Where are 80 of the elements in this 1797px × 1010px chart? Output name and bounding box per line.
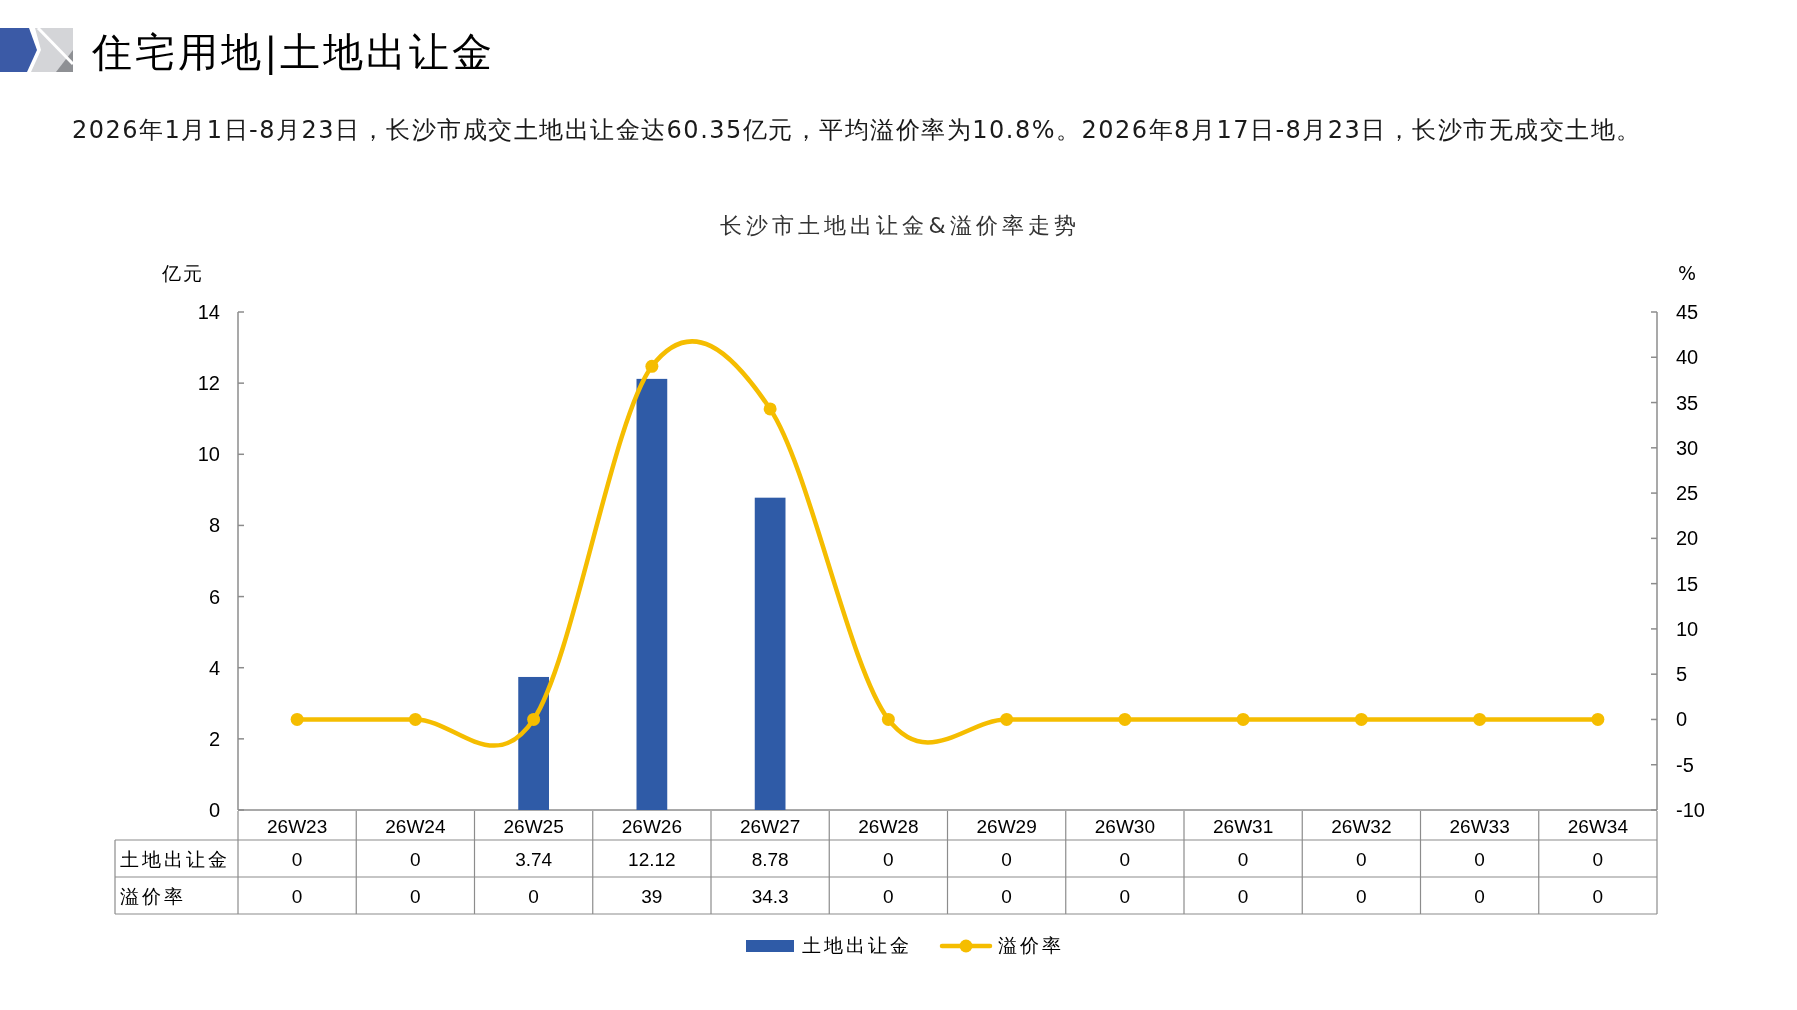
data-label: 0: [1119, 886, 1131, 907]
y2-tick-label: 25: [1676, 482, 1699, 505]
chart-title: 住宅用地|土地出让金: [91, 29, 496, 75]
data-label: 0: [291, 886, 303, 907]
point: [1000, 712, 1014, 726]
data-label: 0: [883, 886, 894, 907]
point: [763, 402, 777, 416]
data-label: 0: [1592, 849, 1604, 870]
data-label: 0: [1356, 886, 1367, 907]
y-tick-label: 2: [208, 727, 220, 750]
point: [1591, 712, 1605, 726]
data-label: 0: [291, 849, 303, 870]
y-tick-label: 12: [197, 372, 220, 395]
point: [1354, 712, 1368, 726]
data-label: 0: [1474, 886, 1485, 907]
x-tick-label: 26W31: [1213, 816, 1274, 837]
data-label: 3.74: [515, 849, 553, 870]
x-tick-label: 26W28: [858, 816, 919, 837]
data-label: 0: [1001, 886, 1012, 907]
bar: [636, 378, 668, 810]
y2-tick-label: -5: [1676, 753, 1694, 776]
point: [1118, 712, 1132, 726]
x-tick-label: 26W24: [385, 816, 446, 837]
point: [408, 712, 422, 726]
point: [290, 712, 304, 726]
point: [645, 359, 659, 373]
x-tick-label: 26W30: [1094, 816, 1155, 837]
point: [881, 712, 895, 726]
data-label: 0: [410, 886, 421, 907]
data-label: 8.78: [751, 849, 789, 870]
data-label: 0: [883, 849, 894, 870]
y-tick-label: 4: [208, 656, 220, 679]
text: 土地出让金: [120, 848, 230, 870]
data-label: 12.12: [628, 849, 676, 870]
point: [527, 712, 541, 726]
text: 溢价率: [120, 885, 186, 907]
data-label: 0: [528, 886, 539, 907]
x-tick-label: 26W32: [1331, 816, 1392, 837]
y-tick-label: 6: [208, 585, 220, 608]
y2-tick-label: 35: [1676, 391, 1699, 414]
bar: [518, 676, 549, 810]
y2-axis-title: %: [1677, 262, 1697, 284]
data-label: 0: [1356, 849, 1367, 870]
data-label: 0: [1237, 849, 1249, 870]
legend-label: 土地出让金: [802, 934, 912, 956]
y-tick-label: 8: [208, 514, 220, 537]
data-label: 39: [641, 886, 663, 907]
y-tick-label: 14: [197, 301, 220, 323]
bar: [754, 497, 786, 810]
y-axis-title: 亿元: [161, 262, 204, 284]
x-tick-label: 26W29: [976, 816, 1037, 837]
legend-label: 溢价率: [998, 934, 1064, 956]
point: [1236, 712, 1250, 726]
data-label: 0: [1474, 849, 1485, 870]
y2-tick-label: 5: [1676, 663, 1688, 686]
x-tick-label: 26W33: [1449, 816, 1510, 837]
y2-tick-label: 10: [1676, 617, 1699, 640]
y2-tick-label: 45: [1676, 301, 1699, 323]
x-tick-label: 26W25: [503, 816, 564, 837]
y2-tick-label: 30: [1676, 436, 1699, 459]
data-label: 0: [1592, 886, 1604, 907]
y-tick-label: 0: [208, 799, 220, 821]
point: [1473, 712, 1487, 726]
data-label: 34.3: [751, 886, 789, 907]
y2-tick-label: -10: [1676, 799, 1705, 821]
text: 长沙市土地出让金&溢价率走势: [720, 213, 1080, 238]
x-tick-label: 26W26: [621, 816, 682, 837]
y-tick-label: 10: [197, 443, 220, 466]
x-tick-label: 26W23: [267, 816, 328, 837]
chart-subtitle: 2026年1月1日-8月23日，长沙市成交土地出让金达60.35亿元，平均溢价率为10.8%。2026年8月17日-8月23日，长沙市无成交土地。: [72, 116, 1642, 144]
data-label: 0: [1001, 849, 1012, 870]
data-label: 0: [410, 849, 421, 870]
x-tick-label: 26W27: [740, 816, 801, 837]
y2-tick-label: 0: [1676, 708, 1688, 731]
data-label: 0: [1119, 849, 1131, 870]
y2-tick-label: 20: [1676, 527, 1699, 550]
x-tick-label: 26W34: [1567, 816, 1629, 837]
data-label: 0: [1237, 886, 1249, 907]
y2-tick-label: 15: [1676, 572, 1699, 595]
y2-tick-label: 40: [1676, 346, 1699, 369]
